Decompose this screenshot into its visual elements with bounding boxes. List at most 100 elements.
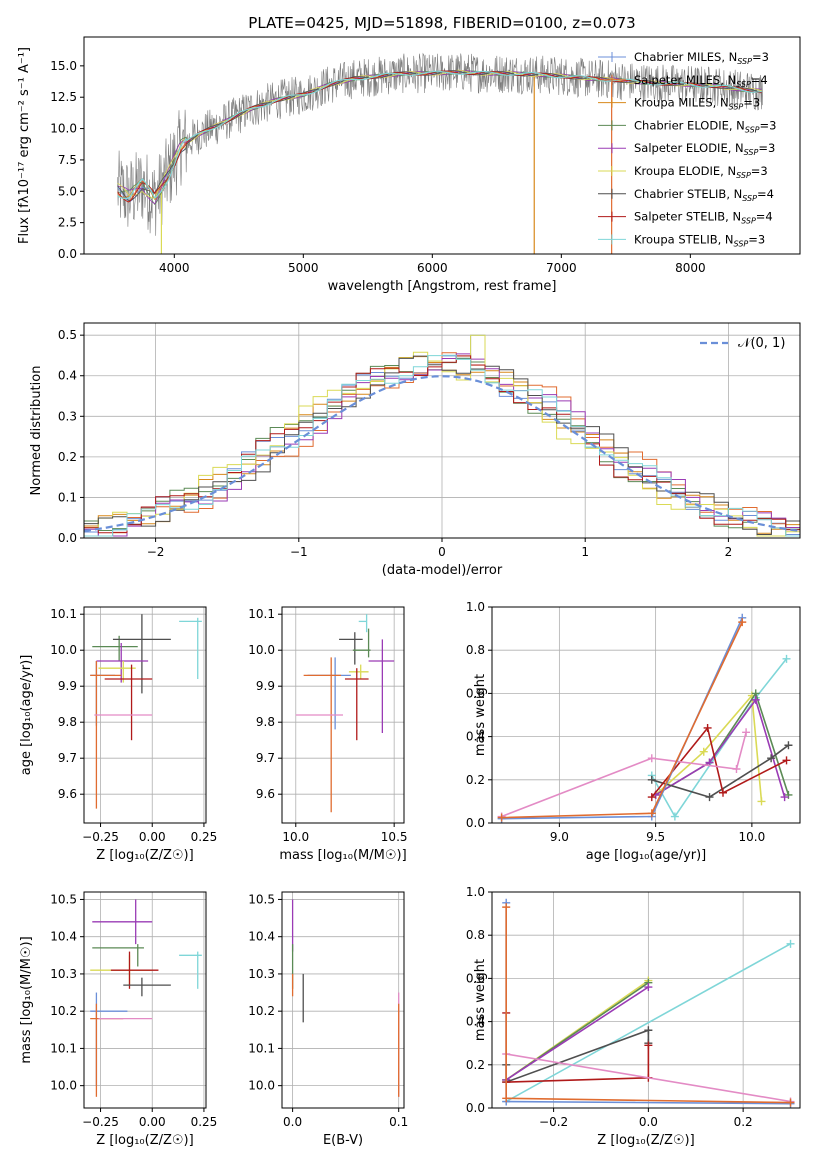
y-tick-label: 0.2 bbox=[466, 1058, 485, 1072]
x-tick-label: −0.2 bbox=[539, 1115, 568, 1129]
plot-area bbox=[295, 614, 395, 813]
x-tick-label: 10.0 bbox=[739, 830, 766, 844]
y-tick-label: 0.2 bbox=[58, 450, 77, 464]
y-tick-label: 15.0 bbox=[50, 59, 77, 73]
plot-area bbox=[497, 613, 793, 823]
x-axis-label: (data-model)/error bbox=[382, 563, 503, 578]
mass-weight-marker bbox=[703, 723, 712, 732]
plot-area bbox=[84, 334, 800, 537]
mass-weight-line bbox=[505, 986, 649, 1081]
y-tick-label: 0.8 bbox=[466, 928, 485, 942]
residual-histogram-axes: −2 −1 0 1 2 0.0 0.1 0.2 0.3 0.4 0.5 (data-model)/er… bbox=[29, 322, 801, 578]
y-tick-label: 10.1 bbox=[50, 1041, 77, 1055]
legend-label: Salpeter STELIB, NSSP=4 bbox=[634, 210, 773, 226]
mass-weight-marker bbox=[502, 903, 511, 912]
y-tick-label: 10.4 bbox=[50, 930, 77, 944]
y-tick-label: 0.4 bbox=[466, 730, 485, 744]
plot-area bbox=[502, 898, 795, 1108]
y-tick-label: 10.0 bbox=[50, 643, 77, 657]
mass-weight-marker bbox=[742, 728, 751, 737]
mass-weight-marker bbox=[780, 793, 789, 802]
y-axis-label: Normed distribution bbox=[29, 366, 44, 496]
y-tick-label: 9.8 bbox=[58, 715, 77, 729]
x-tick-label: 0.25 bbox=[191, 1115, 218, 1129]
mass-weight-line bbox=[655, 698, 786, 798]
mass-weight-marker bbox=[644, 1041, 653, 1050]
y-axis-label: mass weight bbox=[473, 959, 488, 1041]
y-tick-label: 12.5 bbox=[50, 90, 77, 104]
mass-weight-marker bbox=[732, 765, 741, 773]
age-vs-metallicity-axes: −0.25 0.00 0.25 9.6 9.7 9.8 9.9 10.0 10.1 Z [log₁… bbox=[19, 606, 217, 863]
y-tick-label: 9.8 bbox=[256, 715, 275, 729]
y-tick-label: 9.7 bbox=[58, 751, 77, 765]
y-tick-label: 0.0 bbox=[58, 531, 77, 545]
model-spectrum-line bbox=[117, 69, 762, 199]
y-tick-label: 0.0 bbox=[466, 1101, 485, 1115]
mass-weight-line bbox=[501, 732, 747, 818]
y-tick-label: 10.5 bbox=[50, 892, 77, 906]
x-tick-label: 10.0 bbox=[282, 830, 309, 844]
mass-weight-line bbox=[655, 693, 763, 802]
x-tick-label: 0.0 bbox=[639, 1115, 658, 1129]
plot-area bbox=[291, 899, 400, 1097]
x-axis-label: E(B-V) bbox=[323, 1133, 363, 1148]
y-tick-label: 1.0 bbox=[466, 600, 485, 614]
x-tick-label: 2 bbox=[725, 545, 733, 559]
y-tick-label: 10.1 bbox=[50, 607, 77, 621]
y-tick-label: 1.0 bbox=[466, 885, 485, 899]
spectrum-axes: 4000 5000 6000 7000 8000 0.0 2.5 5.0 7.5 10.0 12.5… bbox=[17, 36, 801, 294]
gaussian-curve bbox=[84, 375, 800, 532]
legend-label: Kroupa ELODIE, NSSP=3 bbox=[634, 164, 768, 180]
y-tick-label: 9.6 bbox=[256, 787, 275, 801]
legend-label: Salpeter ELODIE, NSSP=3 bbox=[634, 141, 775, 157]
legend-label: Kroupa MILES, NSSP=3 bbox=[634, 96, 760, 112]
mass-weight-marker bbox=[738, 618, 747, 627]
axes-frame bbox=[83, 36, 801, 255]
y-tick-label: 10.0 bbox=[50, 122, 77, 136]
y-tick-label: 0.2 bbox=[466, 773, 485, 787]
mass-weight-line bbox=[505, 943, 791, 1103]
mass-weight-marker bbox=[647, 793, 656, 802]
mass-weight-marker bbox=[705, 793, 714, 802]
x-tick-label: 4000 bbox=[159, 261, 190, 275]
x-axis-label: wavelength [Angstrom, rest frame] bbox=[328, 279, 557, 294]
plot-area bbox=[90, 614, 202, 809]
y-tick-label: 10.3 bbox=[50, 967, 77, 981]
mass-weight-marker bbox=[757, 797, 766, 806]
mass-weight-vs-metallicity-axes: −0.2 0.0 0.2 0.0 0.2 0.4 0.6 0.8 1.0 Z [log₁₀(Z/Z… bbox=[466, 885, 801, 1148]
y-tick-label: 10.3 bbox=[248, 967, 275, 981]
x-tick-label: 0 bbox=[438, 545, 446, 559]
x-tick-label: −1 bbox=[290, 545, 308, 559]
axes-frame bbox=[281, 891, 405, 1109]
mass-weight-marker bbox=[699, 747, 708, 756]
mass-weight-marker bbox=[647, 809, 656, 818]
y-tick-label: 10.2 bbox=[50, 1004, 77, 1018]
x-tick-label: 0.2 bbox=[734, 1115, 753, 1129]
x-tick-label: 0.0 bbox=[283, 1115, 302, 1129]
y-tick-label: 2.5 bbox=[58, 216, 77, 230]
grid bbox=[84, 892, 206, 1108]
y-tick-label: 0.6 bbox=[466, 971, 485, 985]
y-tick-label: 10.4 bbox=[248, 930, 275, 944]
y-tick-label: 10.5 bbox=[248, 892, 275, 906]
mass-weight-line bbox=[506, 1053, 791, 1103]
x-axis-label: mass [log₁₀(M/M☉)] bbox=[279, 848, 406, 863]
mass-weight-marker bbox=[782, 654, 791, 663]
legend-label: Salpeter MILES, NSSP=4 bbox=[634, 73, 768, 89]
axes-frame bbox=[491, 891, 801, 1109]
age-vs-mass-axes: 10.0 10.5 9.6 9.7 9.8 9.9 10.0 10.1 mass [log₁₀(… bbox=[248, 606, 408, 863]
mass-vs-extinction-axes: 0.0 0.1 10.0 10.1 10.2 10.3 10.4 10.5 E(B-V) bbox=[248, 891, 408, 1148]
y-tick-label: 0.4 bbox=[58, 369, 77, 383]
histogram-step bbox=[84, 355, 800, 537]
y-axis-label: age [log₁₀(age/yr)] bbox=[19, 655, 34, 776]
x-tick-label: 8000 bbox=[675, 261, 706, 275]
y-tick-label: 9.6 bbox=[58, 787, 77, 801]
x-tick-label: −0.25 bbox=[82, 1115, 119, 1129]
mass-weight-marker bbox=[786, 939, 795, 948]
axes-frame bbox=[83, 606, 207, 824]
y-tick-label: 0.5 bbox=[58, 328, 77, 342]
y-tick-label: 0.1 bbox=[58, 490, 77, 504]
y-tick-label: 10.1 bbox=[248, 607, 275, 621]
x-tick-label: 9.0 bbox=[550, 830, 569, 844]
